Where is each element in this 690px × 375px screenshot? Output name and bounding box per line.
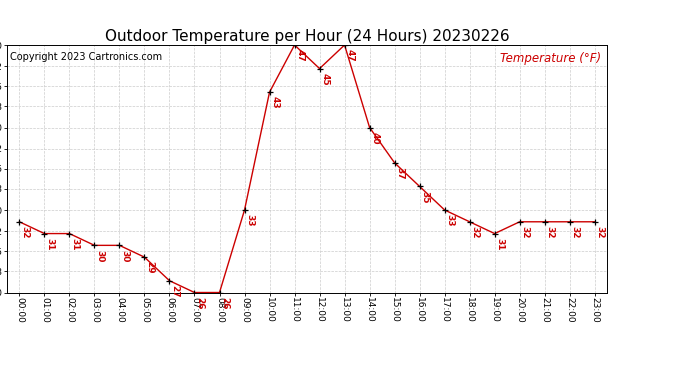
Text: 35: 35 [421, 190, 430, 203]
Text: 33: 33 [446, 214, 455, 226]
Text: 32: 32 [21, 226, 30, 238]
Text: 31: 31 [46, 238, 55, 250]
Text: 26: 26 [195, 297, 204, 309]
Text: 32: 32 [521, 226, 530, 238]
Text: 32: 32 [471, 226, 480, 238]
Text: 31: 31 [495, 238, 504, 250]
Text: Copyright 2023 Cartronics.com: Copyright 2023 Cartronics.com [10, 53, 162, 62]
Text: 40: 40 [371, 132, 380, 144]
Text: 30: 30 [95, 249, 104, 262]
Text: 33: 33 [246, 214, 255, 226]
Text: 31: 31 [70, 238, 79, 250]
Text: 32: 32 [546, 226, 555, 238]
Text: 45: 45 [321, 73, 330, 86]
Text: 27: 27 [170, 285, 179, 297]
Text: 43: 43 [270, 96, 279, 109]
Text: 29: 29 [146, 261, 155, 274]
Text: 32: 32 [595, 226, 604, 238]
Text: 32: 32 [571, 226, 580, 238]
Title: Outdoor Temperature per Hour (24 Hours) 20230226: Outdoor Temperature per Hour (24 Hours) … [105, 29, 509, 44]
Text: 47: 47 [346, 49, 355, 62]
Text: 37: 37 [395, 167, 404, 180]
Text: 30: 30 [121, 249, 130, 262]
Text: 26: 26 [221, 297, 230, 309]
Text: 47: 47 [295, 49, 304, 62]
Text: Temperature (°F): Temperature (°F) [500, 53, 601, 65]
